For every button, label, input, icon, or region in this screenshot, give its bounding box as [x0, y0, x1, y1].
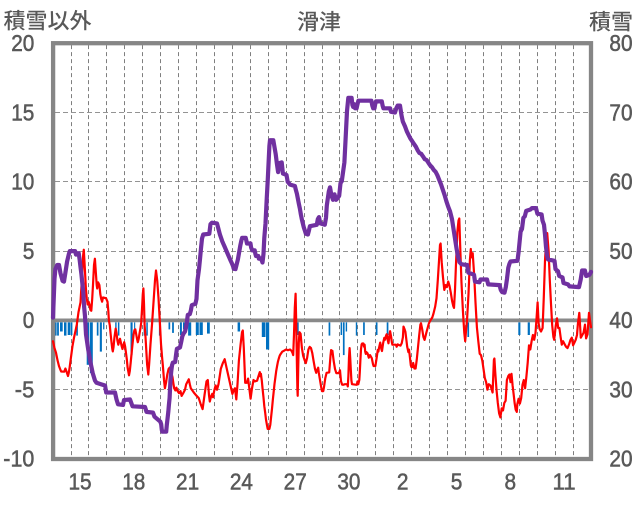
svg-text:24: 24: [230, 469, 253, 495]
svg-text:8: 8: [505, 469, 517, 495]
svg-text:15: 15: [68, 469, 91, 495]
svg-text:60: 60: [609, 169, 632, 195]
svg-text:15: 15: [11, 100, 34, 126]
svg-text:-5: -5: [15, 376, 35, 402]
svg-text:80: 80: [609, 30, 632, 56]
svg-text:20: 20: [609, 446, 632, 472]
svg-text:30: 30: [337, 469, 360, 495]
svg-text:5: 5: [451, 469, 463, 495]
svg-text:-10: -10: [3, 446, 34, 472]
svg-text:0: 0: [23, 307, 35, 333]
svg-text:10: 10: [11, 169, 34, 195]
svg-text:30: 30: [609, 376, 632, 402]
svg-text:70: 70: [609, 100, 632, 126]
svg-text:40: 40: [609, 307, 632, 333]
svg-text:20: 20: [11, 30, 34, 56]
svg-text:18: 18: [122, 469, 145, 495]
svg-text:5: 5: [23, 238, 35, 264]
svg-text:21: 21: [176, 469, 199, 495]
svg-text:11: 11: [553, 469, 576, 495]
svg-text:2: 2: [397, 469, 409, 495]
svg-text:50: 50: [609, 238, 632, 264]
svg-text:27: 27: [284, 469, 307, 495]
